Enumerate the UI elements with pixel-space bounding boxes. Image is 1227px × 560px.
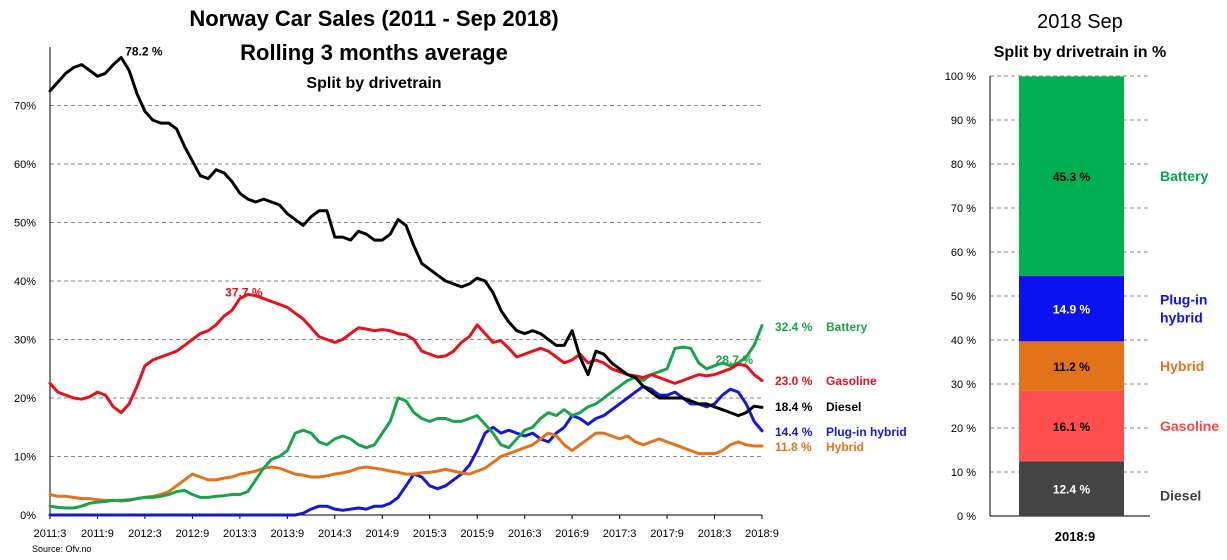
x-tick-label: 2011:3: [34, 528, 67, 540]
left-chart-subtitle-2: Split by drivetrain: [306, 75, 442, 92]
series-line-gasoline: [48, 293, 764, 415]
series-name-label: Battery: [826, 320, 868, 334]
y-tick-label: 10 %: [951, 467, 976, 479]
x-tick-label: 2016:3: [508, 528, 542, 540]
x-tick-label: 2014:3: [318, 528, 352, 540]
end-value-label: 23.0 %: [775, 374, 813, 388]
x-tick-label: 2016:9: [555, 528, 589, 540]
peak-data-label: 28.7 %: [716, 353, 754, 367]
y-tick-label: 90 %: [951, 115, 976, 127]
x-category-label: 2018:9: [1055, 529, 1095, 544]
end-value-label: 18.4 %: [775, 400, 813, 414]
y-tick-label: 0%: [20, 510, 36, 522]
legend-label: Plug-in: [1160, 292, 1207, 308]
series-line-battery: [48, 324, 764, 510]
end-value-label: 32.4 %: [775, 320, 813, 334]
y-tick-label: 50%: [14, 218, 36, 230]
x-tick-label: 2013:9: [271, 528, 305, 540]
stacked-bar-segment: [1019, 390, 1124, 462]
series-line-hybrid: [48, 431, 764, 503]
x-tick-label: 2018:9: [745, 528, 779, 540]
x-tick-label: 2012:9: [176, 528, 210, 540]
y-tick-label: 40 %: [951, 335, 976, 347]
x-tick-label: 2017:3: [603, 528, 637, 540]
x-tick-label: 2015:3: [413, 528, 447, 540]
bar-data-label: 14.9 %: [1053, 303, 1091, 317]
end-value-label: 14.4 %: [775, 425, 813, 439]
y-tick-label: 20%: [14, 393, 36, 405]
stacked-bar-segment: [1019, 275, 1124, 342]
series-name-label: Plug-in hybrid: [826, 425, 907, 439]
x-tick-label: 2018:3: [698, 528, 732, 540]
y-tick-label: 40%: [14, 276, 36, 288]
bar-data-label: 12.4 %: [1053, 483, 1091, 497]
legend-label: Diesel: [1160, 488, 1201, 504]
stacked-bar-segment: [1019, 76, 1124, 276]
legend-label: Hybrid: [1160, 358, 1204, 374]
y-tick-label: 30 %: [951, 379, 976, 391]
left-chart-title: Norway Car Sales (2011 - Sep 2018): [189, 6, 559, 31]
source-note: Source: Ofv.no: [32, 544, 92, 554]
y-tick-label: 0 %: [957, 511, 976, 523]
y-tick-label: 100 %: [945, 71, 976, 83]
series-name-label: Gasoline: [826, 374, 877, 388]
y-tick-label: 60 %: [951, 247, 976, 259]
y-tick-label: 10%: [14, 452, 36, 464]
bar-data-label: 11.2 %: [1053, 360, 1090, 374]
right-chart-subtitle: Split by drivetrain in %: [993, 44, 1167, 61]
left-chart-subtitle: Rolling 3 months average: [240, 40, 508, 65]
y-tick-label: 60%: [14, 159, 36, 171]
stacked-bar-segment: [1019, 341, 1124, 391]
y-tick-label: 70%: [14, 101, 36, 113]
bar-data-label: 45.3 %: [1053, 170, 1091, 184]
x-tick-label: 2015:9: [460, 528, 494, 540]
peak-data-label: 37.7 %: [225, 286, 263, 300]
series-line-diesel: [48, 56, 764, 418]
legend-label: Battery: [1160, 168, 1208, 184]
y-tick-label: 70 %: [951, 203, 976, 215]
x-tick-label: 2014:9: [365, 528, 399, 540]
series-name-label: Hybrid: [826, 440, 864, 454]
right-chart-title: 2018 Sep: [1037, 11, 1123, 33]
legend-label: Gasoline: [1160, 418, 1219, 434]
peak-data-label: 78.2 %: [125, 45, 163, 59]
x-tick-label: 2011:9: [81, 528, 114, 540]
y-tick-label: 20 %: [951, 423, 976, 435]
y-tick-label: 50 %: [951, 291, 976, 303]
x-tick-label: 2017:9: [650, 528, 684, 540]
legend-label: hybrid: [1160, 310, 1203, 326]
series-name-label: Diesel: [826, 400, 861, 414]
x-tick-label: 2013:3: [223, 528, 257, 540]
bar-data-label: 16.1 %: [1053, 420, 1091, 434]
end-value-label: 11.8 %: [775, 440, 812, 454]
y-tick-label: 80 %: [951, 159, 976, 171]
x-tick-label: 2012:3: [128, 528, 162, 540]
y-tick-label: 30%: [14, 335, 36, 347]
stacked-bar-segment: [1019, 461, 1124, 516]
